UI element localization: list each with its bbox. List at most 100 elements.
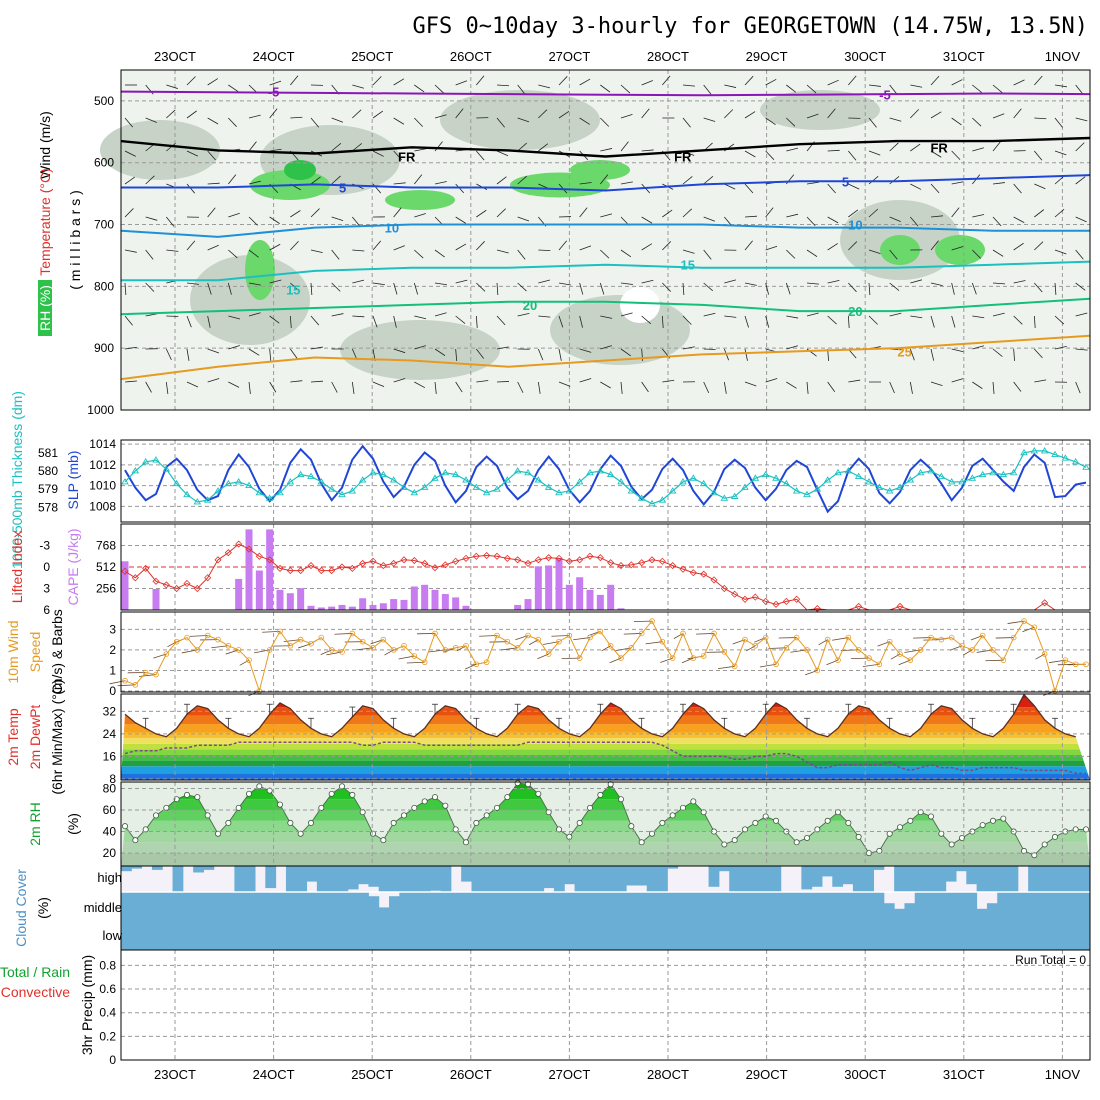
lifted-index-marker <box>741 595 749 603</box>
cloud-low-bar <box>1038 920 1050 950</box>
wind-speed-marker <box>494 632 500 639</box>
cloud-high-bar <box>749 866 761 892</box>
pressure-axis: 1008 1010 1012 1014 578 579 580 581 <box>38 437 116 514</box>
wind-barb <box>207 315 211 328</box>
rh-marker <box>204 812 211 819</box>
cloud-high-bar <box>512 866 524 892</box>
surface-barb <box>754 637 766 643</box>
cloud-low-bar <box>677 920 689 950</box>
wind-barb <box>228 345 240 350</box>
cloud-low-bar <box>461 920 472 950</box>
rh-marker <box>183 791 190 798</box>
cloud-low-bar <box>1059 920 1070 950</box>
thickness-marker <box>916 468 925 476</box>
wind-barb <box>641 80 653 86</box>
cloud-low-bar <box>121 920 132 950</box>
rh-marker <box>421 798 428 805</box>
cape-bar <box>297 588 305 610</box>
cloud-low-bar <box>749 920 761 950</box>
rh-marker <box>793 839 800 846</box>
rh-shade-blob <box>190 255 310 345</box>
cloud-high-bar <box>1048 866 1060 892</box>
thickness-marker <box>968 474 977 481</box>
wind-barb <box>992 84 1003 94</box>
wind-barb <box>910 315 923 319</box>
wind-barb <box>600 117 610 127</box>
bottom-date-label: 1NOV <box>1045 1067 1081 1082</box>
bottom-date-label: 24OCT <box>253 1067 295 1082</box>
wind-barb <box>537 348 544 361</box>
surface-barb <box>913 637 932 639</box>
wind-speed-marker <box>1010 634 1017 641</box>
wind-speed-marker <box>959 642 965 649</box>
surface-barb <box>890 653 901 660</box>
rh-ylabel: 2m RH <box>27 802 43 846</box>
cloud-low-bar <box>553 920 565 950</box>
cloud-high-bar <box>492 866 503 892</box>
wind-barb <box>414 148 427 152</box>
wind-barb <box>145 175 155 185</box>
rh-marker <box>618 796 625 803</box>
cape-bar <box>452 597 460 610</box>
wind-barb <box>372 240 382 251</box>
wind-barb <box>434 84 445 94</box>
lifted-index-marker <box>245 545 253 553</box>
wind-barb <box>228 381 240 388</box>
cloud-high-bar <box>131 866 143 869</box>
cloud-middle-bar <box>749 892 761 920</box>
contour-label: FR <box>674 150 692 165</box>
cloud-low-bar <box>739 920 751 950</box>
wind-barb <box>703 117 716 122</box>
surface-barb <box>826 659 839 666</box>
wind-barb <box>972 315 985 319</box>
rh-marker <box>462 839 469 846</box>
cloud-middle-bar <box>595 892 606 920</box>
wind-barb <box>930 240 939 251</box>
wind-barb <box>744 315 749 328</box>
wind-speed-marker <box>370 645 376 651</box>
cloud-middle-bar <box>842 892 854 920</box>
cloud-high-bar <box>461 866 472 882</box>
temperature-band <box>121 724 1090 733</box>
wind-barb <box>207 244 219 251</box>
lifted-index-marker <box>720 584 728 593</box>
wind-barb <box>145 117 157 123</box>
thickness-marker <box>689 474 698 481</box>
thickness-marker <box>265 494 274 501</box>
wind-barb <box>207 78 218 86</box>
cloud-low-bar <box>430 920 442 950</box>
top-date-label: 27OCT <box>548 49 590 64</box>
wind-barb <box>703 282 714 292</box>
surface-barb <box>601 645 611 652</box>
cloud-high-bar <box>574 866 586 892</box>
wind-barb <box>145 282 155 292</box>
thickness-marker <box>761 470 770 478</box>
cloud-axis: high middle low <box>84 870 123 943</box>
cloud-high-bar <box>914 866 926 892</box>
isotherms <box>120 90 1091 381</box>
wind-barb <box>724 279 737 284</box>
wind-barb <box>331 216 344 222</box>
cloud-middle-bar <box>244 892 256 920</box>
wind-barb <box>1075 117 1088 122</box>
wind-barb <box>290 116 303 119</box>
cloud-middle-bar <box>966 892 978 920</box>
wind-barb <box>475 315 478 328</box>
wind-barb <box>703 84 712 95</box>
wind-barb <box>248 348 260 356</box>
wind-barb <box>930 111 942 119</box>
wind-barb <box>827 381 836 392</box>
lifted-index-marker <box>493 552 501 560</box>
isotherm--5 <box>120 90 1091 97</box>
slp-tick: 1014 <box>89 437 116 451</box>
cloud-middle-bar <box>389 896 400 920</box>
cloud-low-bar <box>914 920 926 950</box>
rh-line <box>124 782 1086 856</box>
rh-marker <box>990 817 997 824</box>
wind-barb <box>600 174 609 185</box>
wind-barb <box>558 348 562 361</box>
rh-marker <box>690 798 697 805</box>
cloud-high-bar <box>389 866 400 892</box>
wind-barb <box>476 209 487 218</box>
thickness-marker <box>565 487 574 494</box>
